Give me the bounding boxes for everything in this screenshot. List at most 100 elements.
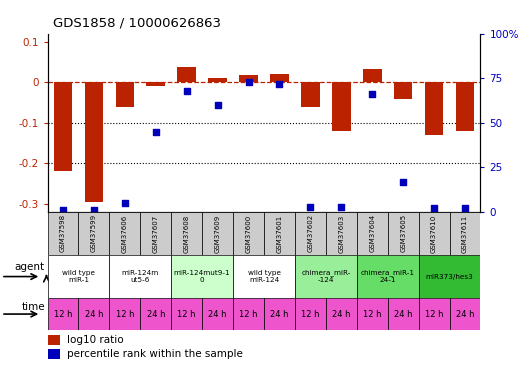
Bar bbox=[357, 255, 419, 298]
Text: GSM37611: GSM37611 bbox=[462, 214, 468, 253]
Text: GSM37610: GSM37610 bbox=[431, 214, 437, 253]
Bar bbox=[79, 212, 109, 255]
Bar bbox=[449, 212, 480, 255]
Text: GSM37608: GSM37608 bbox=[184, 214, 190, 253]
Bar bbox=[264, 298, 295, 330]
Text: wild type
miR-1: wild type miR-1 bbox=[62, 270, 95, 283]
Point bbox=[90, 207, 98, 213]
Point bbox=[120, 200, 129, 206]
Bar bbox=[79, 298, 109, 330]
Text: 12 h: 12 h bbox=[239, 310, 258, 319]
Point bbox=[461, 206, 469, 212]
Text: GSM37604: GSM37604 bbox=[369, 214, 375, 252]
Text: GSM37598: GSM37598 bbox=[60, 214, 66, 252]
Text: 12 h: 12 h bbox=[116, 310, 134, 319]
Text: wild type
miR-124: wild type miR-124 bbox=[248, 270, 280, 283]
Text: 12 h: 12 h bbox=[177, 310, 196, 319]
Text: 12 h: 12 h bbox=[425, 310, 444, 319]
Text: miR-124m
ut5-6: miR-124m ut5-6 bbox=[121, 270, 159, 283]
Bar bbox=[295, 212, 326, 255]
Point bbox=[337, 204, 345, 210]
Text: chimera_miR-
-124: chimera_miR- -124 bbox=[301, 270, 351, 284]
Bar bbox=[177, 67, 196, 82]
Bar bbox=[202, 212, 233, 255]
Text: 12 h: 12 h bbox=[301, 310, 319, 319]
Bar bbox=[48, 255, 109, 298]
Bar bbox=[109, 298, 140, 330]
Text: 24 h: 24 h bbox=[84, 310, 103, 319]
Text: GSM37599: GSM37599 bbox=[91, 214, 97, 252]
Text: agent: agent bbox=[15, 262, 45, 272]
Bar bbox=[449, 298, 480, 330]
Bar bbox=[388, 212, 419, 255]
Bar bbox=[419, 298, 449, 330]
Text: GSM37605: GSM37605 bbox=[400, 214, 406, 252]
Bar bbox=[171, 298, 202, 330]
Text: percentile rank within the sample: percentile rank within the sample bbox=[67, 349, 242, 358]
Bar bbox=[209, 78, 227, 82]
Text: 12 h: 12 h bbox=[54, 310, 72, 319]
Text: time: time bbox=[21, 302, 45, 312]
Text: 24 h: 24 h bbox=[332, 310, 351, 319]
Text: 24 h: 24 h bbox=[209, 310, 227, 319]
Text: chimera_miR-1
24-1: chimera_miR-1 24-1 bbox=[361, 270, 414, 284]
Text: 12 h: 12 h bbox=[363, 310, 382, 319]
Bar bbox=[332, 82, 351, 131]
Bar bbox=[425, 82, 444, 135]
Point bbox=[430, 206, 438, 212]
Text: log10 ratio: log10 ratio bbox=[67, 334, 123, 345]
Bar bbox=[109, 212, 140, 255]
Bar bbox=[419, 212, 449, 255]
Bar bbox=[116, 82, 134, 106]
Text: GSM37603: GSM37603 bbox=[338, 214, 344, 253]
Bar bbox=[326, 298, 357, 330]
Text: 24 h: 24 h bbox=[394, 310, 412, 319]
Bar bbox=[233, 212, 264, 255]
Bar bbox=[54, 82, 72, 171]
Bar bbox=[233, 298, 264, 330]
Bar bbox=[357, 298, 388, 330]
Text: GDS1858 / 10000626863: GDS1858 / 10000626863 bbox=[53, 17, 221, 30]
Bar bbox=[48, 349, 60, 358]
Bar bbox=[202, 298, 233, 330]
Bar bbox=[264, 212, 295, 255]
Text: miR-124mut9-1
0: miR-124mut9-1 0 bbox=[174, 270, 230, 283]
Text: GSM37607: GSM37607 bbox=[153, 214, 159, 253]
Bar bbox=[171, 212, 202, 255]
Bar bbox=[48, 334, 60, 345]
Bar bbox=[109, 255, 171, 298]
Bar bbox=[233, 255, 295, 298]
Bar bbox=[48, 212, 79, 255]
Text: 24 h: 24 h bbox=[146, 310, 165, 319]
Point bbox=[399, 178, 408, 184]
Bar bbox=[84, 82, 103, 202]
Point bbox=[59, 207, 67, 213]
Point bbox=[244, 79, 253, 85]
Bar bbox=[239, 75, 258, 82]
Bar bbox=[326, 212, 357, 255]
Point bbox=[183, 88, 191, 94]
Text: GSM37601: GSM37601 bbox=[277, 214, 282, 253]
Text: GSM37600: GSM37600 bbox=[246, 214, 251, 253]
Bar bbox=[363, 69, 382, 82]
Bar bbox=[388, 298, 419, 330]
Text: GSM37606: GSM37606 bbox=[122, 214, 128, 253]
Text: GSM37609: GSM37609 bbox=[214, 214, 221, 253]
Bar bbox=[301, 82, 319, 106]
Bar bbox=[295, 255, 357, 298]
Bar bbox=[419, 255, 480, 298]
Bar bbox=[146, 82, 165, 86]
Bar bbox=[394, 82, 412, 99]
Bar bbox=[140, 298, 171, 330]
Point bbox=[275, 81, 284, 87]
Text: 24 h: 24 h bbox=[270, 310, 289, 319]
Bar bbox=[295, 298, 326, 330]
Bar bbox=[357, 212, 388, 255]
Text: miR373/hes3: miR373/hes3 bbox=[426, 274, 474, 280]
Bar bbox=[140, 212, 171, 255]
Point bbox=[368, 92, 376, 98]
Point bbox=[152, 129, 160, 135]
Text: 24 h: 24 h bbox=[456, 310, 474, 319]
Bar bbox=[171, 255, 233, 298]
Bar bbox=[270, 74, 289, 82]
